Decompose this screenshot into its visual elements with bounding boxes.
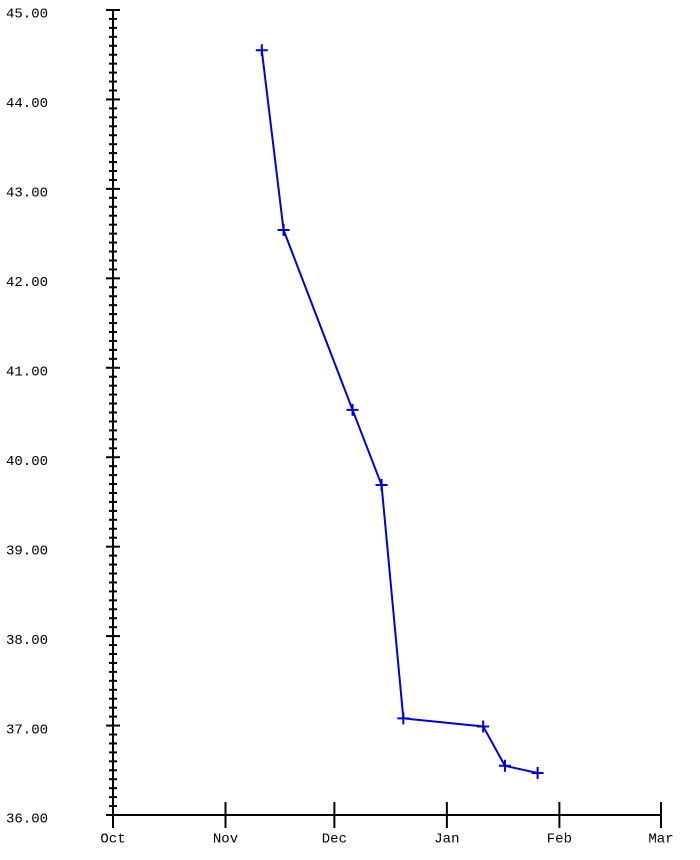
y-tick-label: 38.00 [6,633,48,649]
y-tick-label: 44.00 [6,96,48,112]
point-marker [346,403,359,416]
x-tick-label: Dec [322,832,347,848]
x-tick-label: Feb [547,832,572,848]
point-marker [397,712,410,725]
y-tick-label: 43.00 [6,186,48,202]
y-tick-label: 41.00 [6,364,48,380]
point-marker [477,720,490,733]
y-tick-label: 40.00 [6,454,48,470]
point-marker [255,44,268,57]
y-tick-label: 36.00 [6,812,48,828]
x-tick-label: Jan [434,832,459,848]
y-tick-label: 42.00 [6,275,48,291]
y-tick-label: 37.00 [6,722,48,738]
point-marker [531,766,544,779]
point-marker [375,478,388,491]
series-line [260,50,538,774]
y-tick-label: 45.00 [6,7,48,23]
x-tick-label: Mar [648,832,673,848]
y-tick-label: 39.00 [6,543,48,559]
x-tick-label: Nov [213,832,238,848]
point-marker [498,759,511,772]
x-tick-label: Oct [100,832,125,848]
point-marker [277,224,290,237]
